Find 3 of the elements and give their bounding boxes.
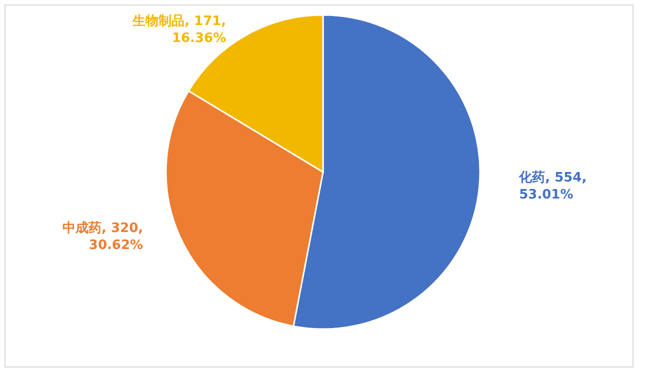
slice-label: 生物制品, 171, 16.36% xyxy=(132,14,226,46)
slice-label: 中成药, 320, 30.62% xyxy=(62,220,144,253)
slice-label: 化药, 554, 53.01% xyxy=(518,169,587,202)
